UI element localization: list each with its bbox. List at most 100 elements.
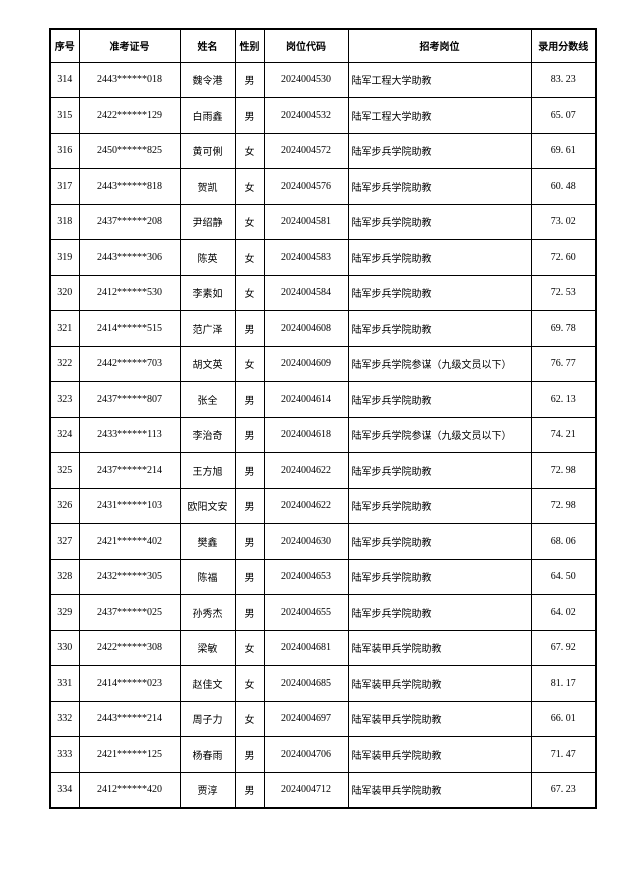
cell-serial-number: 329 [49,594,80,631]
cell-gender: 女 [234,665,265,702]
cell-gender: 男 [234,416,265,453]
cell-serial-number: 324 [49,416,80,453]
cell-position-code: 2024004614 [263,381,349,418]
cell-position-code: 2024004681 [263,629,349,666]
table-row: 325 2437******214 王方旭男 2024004622 陆军步兵学院助教 72… [49,452,597,489]
cell-exam-id: 2437******025 [78,594,181,631]
cell-serial-number: 320 [49,274,80,311]
cell-admission-score: 72. 53 [530,274,597,311]
table-row: 324 2433******113 李治奇男 2024004618 陆军步兵学院参谋（九… [49,416,597,453]
cell-gender: 女 [234,274,265,311]
cell-exam-id: 2443******306 [78,239,181,276]
table-row: 316 2450******825 黄可俐女 2024004572 陆军步兵学院助教 69… [49,132,597,169]
cell-exam-id: 2421******125 [78,736,181,773]
cell-name: 黄可俐 [179,132,236,169]
cell-exam-id: 2437******208 [78,203,181,240]
cell-recruit-position: 陆军装甲兵学院助教 [347,700,532,737]
cell-serial-number: 325 [49,452,80,489]
cell-recruit-position: 陆军步兵学院助教 [347,310,532,347]
cell-position-code: 2024004653 [263,558,349,595]
cell-recruit-position: 陆军步兵学院助教 [347,558,532,595]
cell-serial-number: 314 [49,61,80,98]
cell-serial-number: 327 [49,523,80,560]
cell-exam-id: 2433******113 [78,416,181,453]
header-gender: 性别 [234,28,265,63]
cell-serial-number: 323 [49,381,80,418]
cell-recruit-position: 陆军装甲兵学院助教 [347,736,532,773]
cell-name: 尹绍静 [179,203,236,240]
cell-name: 孙秀杰 [179,594,236,631]
header-name: 姓名 [179,28,236,63]
cell-admission-score: 64. 50 [530,558,597,595]
cell-exam-id: 2412******420 [78,771,181,808]
cell-position-code: 2024004630 [263,523,349,560]
table-row: 327 2421******402 樊鑫男 2024004630 陆军步兵学院助教 68.… [49,523,597,560]
cell-gender: 男 [234,558,265,595]
cell-recruit-position: 陆军工程大学助教 [347,61,532,98]
cell-serial-number: 326 [49,487,80,524]
cell-admission-score: 62. 13 [530,381,597,418]
cell-admission-score: 69. 78 [530,310,597,347]
cell-name: 梁敏 [179,629,236,666]
cell-exam-id: 2437******214 [78,452,181,489]
cell-exam-id: 2442******703 [78,345,181,382]
cell-admission-score: 69. 61 [530,132,597,169]
cell-position-code: 2024004584 [263,274,349,311]
cell-position-code: 2024004532 [263,97,349,134]
cell-name: 张全 [179,381,236,418]
cell-admission-score: 76. 77 [530,345,597,382]
cell-name: 周子力 [179,700,236,737]
cell-position-code: 2024004576 [263,168,349,205]
table-row: 320 2412******530 李素如女 2024004584 陆军步兵学院助教 72… [49,274,597,311]
cell-recruit-position: 陆军装甲兵学院助教 [347,771,532,808]
table-row: 317 2443******818 贺凯女 2024004576 陆军步兵学院助教 60.… [49,168,597,205]
cell-exam-id: 2450******825 [78,132,181,169]
cell-name: 李素如 [179,274,236,311]
cell-name: 胡文英 [179,345,236,382]
table-row: 326 2431******103 欧阳文安男 2024004622 陆军步兵学院助教 7… [49,487,597,524]
cell-recruit-position: 陆军步兵学院助教 [347,168,532,205]
cell-recruit-position: 陆军步兵学院参谋（九级文员以下） [347,416,532,453]
cell-serial-number: 319 [49,239,80,276]
table-row: 331 2414******023 赵佳文女 2024004685 陆军装甲兵学院助教 8… [49,665,597,702]
cell-name: 王方旭 [179,452,236,489]
cell-gender: 女 [234,700,265,737]
cell-gender: 男 [234,97,265,134]
cell-serial-number: 315 [49,97,80,134]
cell-gender: 女 [234,629,265,666]
cell-recruit-position: 陆军步兵学院助教 [347,452,532,489]
cell-recruit-position: 陆军步兵学院助教 [347,203,532,240]
cell-admission-score: 72. 98 [530,487,597,524]
cell-admission-score: 68. 06 [530,523,597,560]
cell-position-code: 2024004712 [263,771,349,808]
table-row: 333 2421******125 杨春雨男 2024004706 陆军装甲兵学院助教 7… [49,736,597,773]
cell-exam-id: 2422******308 [78,629,181,666]
cell-gender: 女 [234,168,265,205]
cell-name: 魏令港 [179,61,236,98]
cell-name: 陈福 [179,558,236,595]
table-row: 328 2432******305 陈福男 2024004653 陆军步兵学院助教 64.… [49,558,597,595]
cell-position-code: 2024004609 [263,345,349,382]
table-row: 314 2443******018 魏令港男 2024004530 陆军工程大学助教 83… [49,61,597,98]
cell-position-code: 2024004530 [263,61,349,98]
cell-admission-score: 66. 01 [530,700,597,737]
table-row: 330 2422******308 梁敏女 2024004681 陆军装甲兵学院助教 67… [49,629,597,666]
cell-exam-id: 2443******018 [78,61,181,98]
cell-position-code: 2024004581 [263,203,349,240]
cell-name: 杨春雨 [179,736,236,773]
header-admission-score-line: 录用分数线 [530,28,597,63]
cell-serial-number: 333 [49,736,80,773]
cell-admission-score: 71. 47 [530,736,597,773]
cell-admission-score: 64. 02 [530,594,597,631]
table-row: 332 2443******214 周子力女 2024004697 陆军装甲兵学院助教 6… [49,700,597,737]
cell-serial-number: 322 [49,345,80,382]
cell-exam-id: 2414******515 [78,310,181,347]
table-row: 329 2437******025 孙秀杰男 2024004655 陆军步兵学院助教 64… [49,594,597,631]
cell-exam-id: 2421******402 [78,523,181,560]
table-row: 315 2422******129 白雨鑫男 2024004532 陆军工程大学助教 65… [49,97,597,134]
cell-position-code: 2024004572 [263,132,349,169]
cell-serial-number: 330 [49,629,80,666]
cell-admission-score: 81. 17 [530,665,597,702]
cell-position-code: 2024004697 [263,700,349,737]
